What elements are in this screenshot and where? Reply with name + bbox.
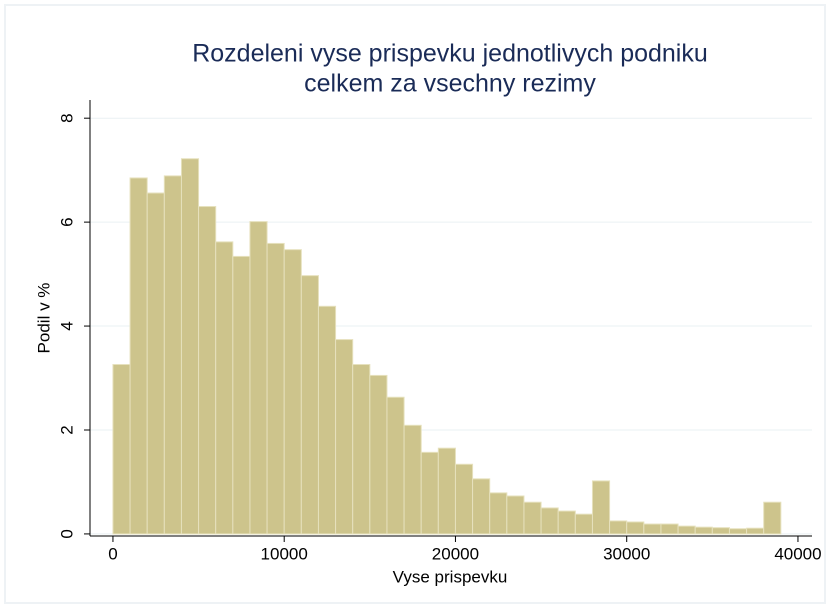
y-tick-label: 6 xyxy=(57,217,76,226)
chart-title: Rozdeleni vyse prispevku jednotlivych po… xyxy=(192,40,708,68)
bar xyxy=(352,364,371,535)
bar xyxy=(232,255,251,535)
bar xyxy=(266,242,285,535)
bar xyxy=(591,480,611,535)
bar xyxy=(146,192,165,535)
bar xyxy=(335,339,354,535)
bar xyxy=(437,447,456,535)
bar xyxy=(454,463,474,535)
y-tick-label: 4 xyxy=(57,321,76,330)
bar xyxy=(163,175,182,535)
y-tick-label: 2 xyxy=(57,425,76,434)
bar xyxy=(643,523,662,535)
bar xyxy=(369,374,388,535)
y-axis-label: Podil v % xyxy=(34,283,53,354)
bar xyxy=(129,177,148,535)
bar xyxy=(215,241,234,535)
x-axis-label: Vyse prispevku xyxy=(393,567,508,586)
bar xyxy=(694,526,713,535)
bar xyxy=(660,523,679,535)
bar xyxy=(198,206,217,535)
x-tick-label: 30000 xyxy=(603,544,650,563)
bar xyxy=(609,520,628,535)
bar xyxy=(472,478,491,535)
bar xyxy=(403,424,422,535)
bar xyxy=(112,364,131,535)
bar xyxy=(317,305,337,535)
bar xyxy=(626,521,645,535)
bar xyxy=(728,528,748,535)
bar xyxy=(249,221,268,535)
bar xyxy=(300,275,319,535)
bar xyxy=(283,249,302,535)
bar xyxy=(386,396,405,535)
x-tick-label: 10000 xyxy=(261,544,308,563)
x-tick-label: 40000 xyxy=(774,544,821,563)
bar xyxy=(574,513,593,535)
bar xyxy=(557,510,576,535)
bar xyxy=(711,527,730,535)
bar xyxy=(746,527,765,535)
bar xyxy=(506,495,525,535)
bar xyxy=(420,451,439,535)
x-tick-label: 0 xyxy=(108,544,117,563)
bar xyxy=(540,507,559,535)
bar xyxy=(180,158,200,535)
chart-title: celkem za vsechny rezimy xyxy=(304,70,596,98)
x-tick-label: 20000 xyxy=(432,544,479,563)
bar xyxy=(677,525,696,535)
bar xyxy=(489,492,508,535)
y-tick-label: 8 xyxy=(57,113,76,122)
bar xyxy=(523,501,542,535)
y-tick-label: 0 xyxy=(57,529,76,538)
bar xyxy=(763,501,782,535)
